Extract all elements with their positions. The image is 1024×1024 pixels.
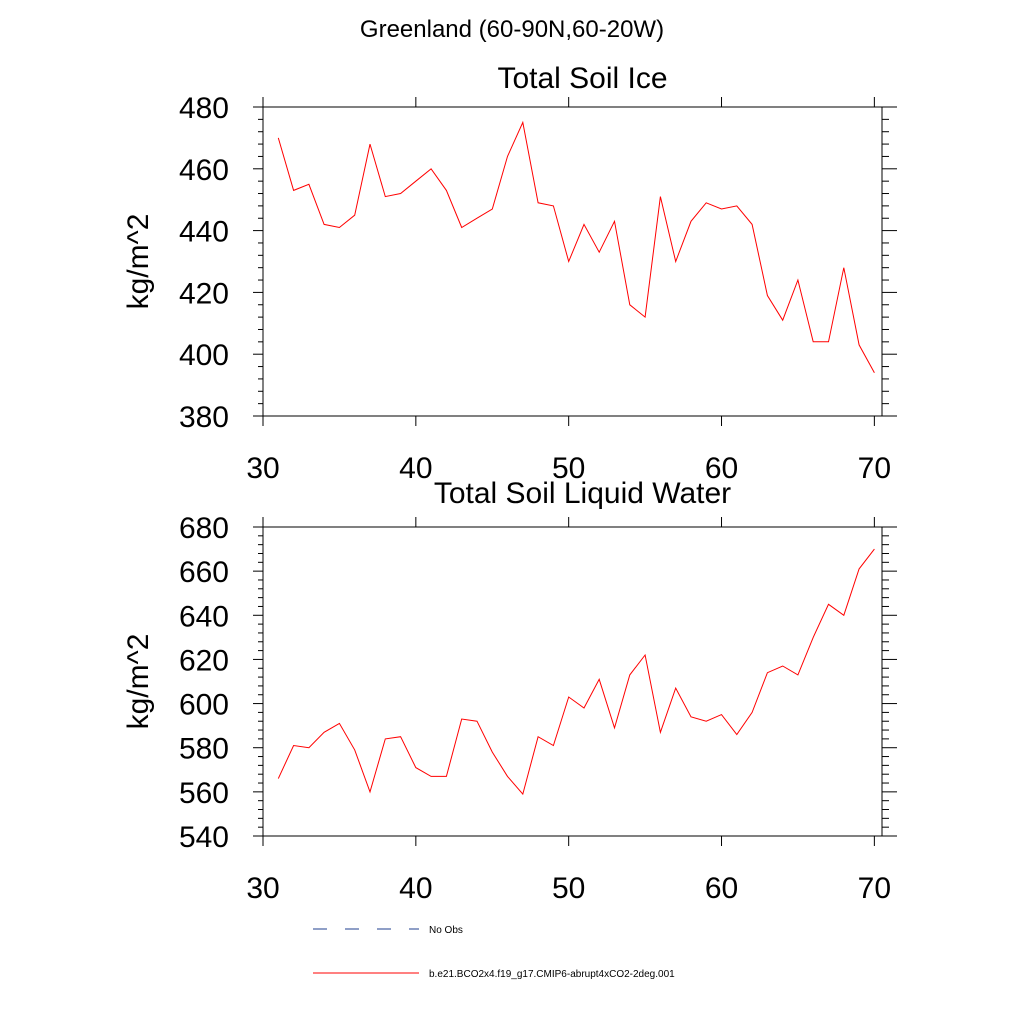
y-tick-label: 580 — [179, 733, 229, 766]
y-tick-label: 380 — [179, 401, 229, 434]
y-tick-label: 560 — [179, 777, 229, 810]
x-tick-label: 70 — [858, 452, 891, 485]
legend-label-2: b.e21.BCO2x4.f19_g17.CMIP6-abrupt4xCO2-2… — [429, 969, 675, 980]
y-tick-label: 600 — [179, 689, 229, 722]
y-tick-label: 620 — [179, 644, 229, 677]
x-tick-label: 60 — [705, 872, 738, 905]
y-tick-label: 480 — [179, 92, 229, 125]
chart-panel-2: Total Soil Liquid Water kg/m^2 30 40 50 60 70 5… — [122, 477, 897, 905]
y-tick-label: 460 — [179, 154, 229, 187]
y-tick-label: 440 — [179, 216, 229, 249]
legend-label-1: No Obs — [429, 925, 463, 936]
x-tick-label: 30 — [246, 872, 279, 905]
series-line-1 — [277, 548, 875, 796]
figure-title: Greenland (60-90N,60-20W) — [359, 16, 665, 43]
legend: No Obs b.e21.BCO2x4.f19_g17.CMIP6-abrupt4… — [313, 925, 675, 980]
x-tick-label: 60 — [705, 452, 738, 485]
y-axis-label: kg/m^2 — [122, 634, 155, 730]
plot-frame — [262, 526, 883, 837]
y-tick-label: 400 — [179, 339, 229, 372]
chart-title: Total Soil Liquid Water — [434, 477, 731, 510]
x-tick-label: 40 — [399, 872, 432, 905]
y-tick-label: 660 — [179, 556, 229, 589]
x-tick-label: 50 — [552, 872, 585, 905]
plot-frame — [262, 106, 883, 417]
x-tick-label: 70 — [858, 872, 891, 905]
y-tick-label: 420 — [179, 277, 229, 310]
chart-panel-1: Total Soil Ice kg/m^2 30 40 50 60 70 380 400 420 4… — [122, 62, 897, 485]
y-tick-label: 640 — [179, 600, 229, 633]
x-tick-label: 30 — [246, 452, 279, 485]
y-axis-label: kg/m^2 — [122, 214, 155, 310]
x-tick-label: 50 — [552, 452, 585, 485]
series-line-1 — [277, 120, 875, 373]
y-tick-label: 540 — [179, 821, 229, 854]
y-tick-label: 680 — [179, 512, 229, 545]
x-tick-label: 40 — [399, 452, 432, 485]
chart-title: Total Soil Ice — [497, 62, 667, 95]
